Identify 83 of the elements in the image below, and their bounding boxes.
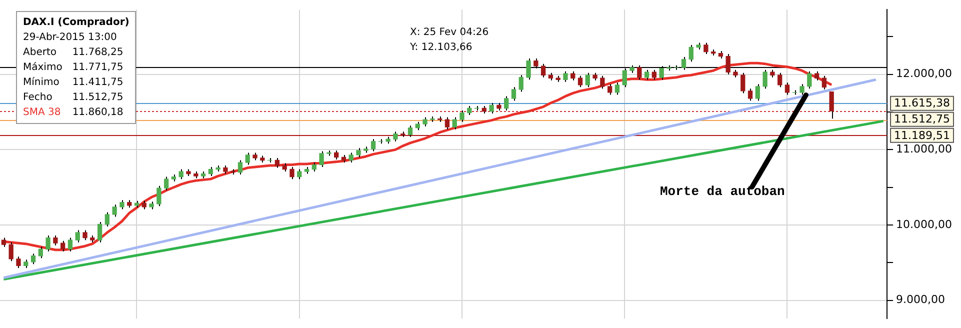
candlestick — [97, 221, 102, 243]
annotation: 11.768,25 — [72, 46, 124, 60]
text: SMA 38 — [23, 106, 62, 120]
ref-line-label: 11.512,75 — [894, 112, 950, 126]
y-tick-label: 9.000,00 — [896, 293, 946, 306]
candlestick — [53, 235, 58, 246]
annotation: Y: 12.103,66 — [410, 41, 474, 55]
candlestick — [156, 185, 162, 207]
candlestick — [245, 152, 250, 166]
candlestick — [164, 176, 169, 191]
candlestick — [800, 84, 804, 96]
y-tick-label: 11.000,00 — [896, 142, 952, 156]
annotation: 11.771,75 — [72, 61, 124, 75]
candlestick — [688, 44, 694, 62]
candlestick — [238, 160, 243, 176]
candlestick — [784, 82, 790, 96]
candlestick — [46, 235, 50, 252]
candlestick — [607, 84, 612, 96]
annotation: X: 25 Fev 04:26 — [410, 26, 489, 40]
candlestick — [297, 168, 302, 180]
annotation: 11.512,75 — [72, 91, 124, 105]
candlestick — [38, 246, 43, 259]
ref-line-label: 11.189,51 — [894, 128, 950, 142]
annotation: Morte da autoban — [660, 184, 785, 199]
candlestick — [444, 116, 450, 130]
ref-line-label: 11.615,38 — [894, 96, 950, 110]
candlestick — [312, 162, 316, 172]
candlestick — [75, 230, 80, 243]
candlestick — [489, 102, 494, 114]
candlestick — [82, 230, 88, 241]
candlestick — [762, 69, 768, 90]
candlestick — [452, 116, 457, 130]
candlestick — [16, 256, 21, 268]
candlestick — [422, 116, 428, 127]
text: DAX.I (Comprador) — [23, 16, 130, 30]
candlestick — [208, 166, 213, 177]
annotation: 11.411,75 — [72, 76, 124, 90]
candlestick — [511, 86, 516, 102]
candlestick — [585, 72, 590, 88]
candlestick — [504, 96, 509, 112]
candlestick — [755, 84, 760, 102]
candlestick — [748, 88, 753, 102]
candlestick — [778, 72, 782, 88]
candlestick — [370, 138, 376, 152]
candlestick — [467, 106, 472, 116]
candlestick — [814, 70, 820, 81]
y-tick-label: 10.000,00 — [896, 218, 952, 231]
candlestick — [740, 72, 746, 94]
candlestick — [60, 240, 66, 252]
candlestick — [518, 74, 524, 92]
candlestick — [578, 75, 583, 88]
candlestick — [822, 75, 827, 90]
candlestick — [570, 70, 576, 81]
annotation: 11.860,18 — [72, 106, 124, 120]
candlestick — [356, 148, 361, 158]
candlestick — [30, 253, 36, 265]
candlestick — [319, 150, 324, 168]
candlestick — [290, 166, 294, 180]
candlestick — [8, 242, 14, 262]
candlestick — [460, 110, 464, 122]
candlestick — [408, 125, 413, 138]
annotation: Mínimo — [23, 76, 60, 90]
candlestick — [704, 42, 708, 55]
candlestick — [348, 152, 354, 163]
candlestick — [178, 168, 184, 180]
candlestick — [829, 91, 834, 120]
candlestick — [68, 237, 73, 252]
candlestick — [614, 82, 620, 96]
candlestick — [807, 70, 812, 90]
annotation: Aberto — [23, 46, 58, 60]
annotation: Máximo — [23, 61, 64, 75]
candlestick — [1, 237, 6, 248]
candlestick — [393, 131, 398, 142]
y-tick-label: 12.000,00 — [896, 67, 952, 80]
candlestick — [120, 200, 124, 210]
text: 29-Abr-2015 13:00 — [23, 31, 118, 45]
candlestick — [104, 212, 110, 228]
candlestick — [274, 157, 280, 168]
annotation: Fecho — [23, 91, 54, 105]
candlestick — [334, 150, 339, 160]
candlestick — [563, 70, 568, 82]
candlestick — [600, 75, 605, 90]
candlestick — [112, 204, 117, 218]
